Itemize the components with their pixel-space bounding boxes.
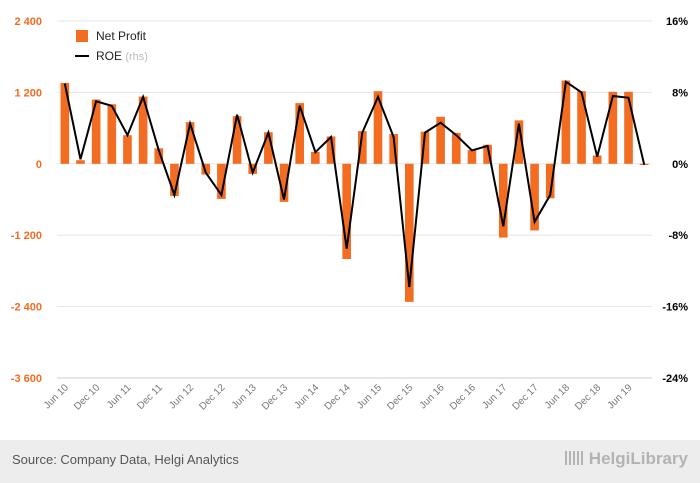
bar	[248, 163, 258, 174]
bar	[279, 163, 289, 202]
bar	[170, 163, 179, 196]
bar	[404, 163, 414, 302]
y-left-tick-label: 2 400	[14, 16, 42, 28]
bar	[561, 80, 571, 164]
x-tick-label: Jun 14	[292, 382, 321, 411]
y-right-tick-label: 0%	[672, 159, 688, 171]
bar	[545, 163, 555, 199]
bar	[608, 91, 618, 164]
roe-line	[63, 79, 646, 288]
y-right-tick-label: -8%	[668, 230, 688, 242]
bar	[107, 104, 117, 164]
y-right-tick-label: 8%	[672, 87, 688, 99]
bar	[217, 163, 226, 199]
bar	[295, 103, 305, 164]
bar	[498, 163, 508, 238]
y-right-tick-label: -24%	[662, 373, 688, 385]
y-right-tick-label: -16%	[662, 302, 688, 314]
x-tick-label: Jun 19	[606, 382, 635, 411]
x-tick-label: Dec 13	[260, 382, 290, 412]
x-tick-label: Jun 10	[42, 382, 71, 411]
bar	[577, 91, 586, 164]
x-tick-label: Dec 11	[135, 382, 165, 412]
y-left-tick-label: -2 400	[11, 302, 42, 314]
bar	[138, 96, 148, 164]
x-tick-label: Dec 12	[197, 382, 227, 412]
bar	[123, 135, 132, 164]
bar	[483, 144, 492, 164]
bar	[451, 132, 461, 164]
bar	[264, 132, 273, 164]
legend-label-roe: ROE (rhs)	[96, 49, 148, 63]
x-tick-label: Jun 17	[480, 382, 509, 411]
source-text: Source: Company Data, Helgi Analytics	[12, 452, 239, 467]
x-tick-label: Jun 11	[105, 382, 134, 411]
bar	[436, 116, 445, 164]
x-tick-label: Dec 14	[323, 382, 353, 412]
bar	[592, 155, 602, 164]
bar	[232, 116, 242, 164]
x-tick-label: Dec 10	[72, 382, 102, 412]
legend-swatch-net-profit	[76, 30, 88, 42]
bar	[76, 160, 85, 164]
y-left-tick-label: -3 600	[11, 373, 42, 385]
bar	[624, 91, 633, 164]
y-left-tick-label: -1 200	[11, 230, 42, 242]
bar	[185, 122, 195, 164]
y-left-tick-label: 0	[36, 159, 42, 171]
brand-text: HelgiLibrary	[588, 449, 688, 468]
bar	[326, 136, 336, 164]
bar	[201, 163, 211, 175]
brand-logo: HelgiLibrary	[564, 449, 688, 469]
bar	[420, 131, 430, 164]
x-tick-label: Dec 17	[511, 382, 541, 412]
bar	[467, 150, 477, 164]
x-tick-label: Dec 18	[573, 382, 603, 412]
bar	[373, 91, 383, 164]
x-tick-label: Jun 13	[230, 382, 259, 411]
y-right-tick-label: 16%	[666, 16, 688, 28]
x-tick-label: Dec 15	[385, 382, 415, 412]
combo-chart: 2 400 1 200 0 -1 200 -2 400 -3 600 16% 8% 0% -8% -…	[11, 16, 688, 413]
x-tick-label: Jun 12	[167, 382, 196, 411]
bar	[358, 131, 367, 164]
x-tick-label: Jun 18	[543, 382, 572, 411]
x-tick-label: Dec 16	[448, 382, 478, 412]
bar	[530, 163, 539, 231]
x-tick-label: Jun 16	[418, 382, 447, 411]
footer: Source: Company Data, Helgi Analytics He…	[0, 440, 700, 483]
bar	[154, 148, 164, 164]
y-left-tick-label: 1 200	[14, 87, 42, 99]
bar	[60, 82, 70, 164]
bar	[91, 99, 101, 164]
bar	[311, 151, 320, 164]
bar	[514, 120, 524, 164]
bar	[389, 134, 398, 164]
legend-label-net-profit: Net Profit	[96, 29, 147, 43]
x-tick-label: Jun 15	[355, 382, 384, 411]
helgi-library-logo-icon	[564, 451, 585, 465]
bar	[342, 163, 351, 259]
